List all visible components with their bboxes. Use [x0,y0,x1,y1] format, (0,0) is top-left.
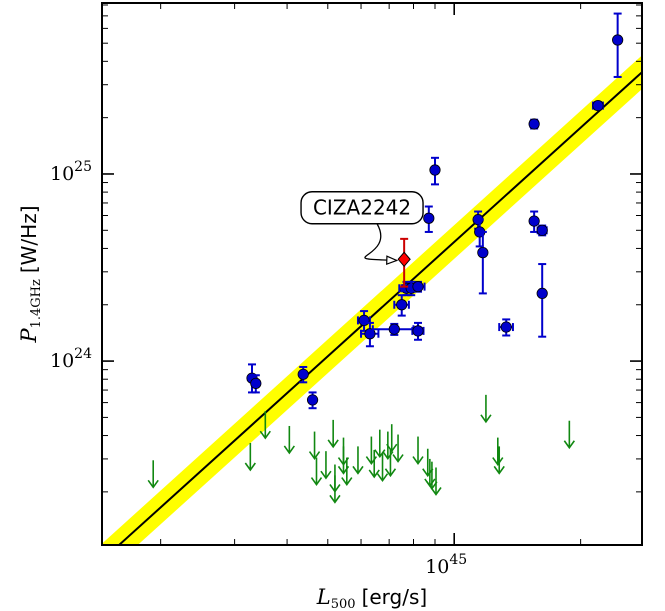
upper-limit-arrow [493,446,505,475]
fit-line [117,71,642,545]
x-axis-label-symbol: L [316,585,331,609]
x-axis-label-unit: [erg/s] [362,585,428,609]
upper-limit-arrow [310,457,323,486]
data-point [498,318,514,337]
data-point [591,99,604,112]
data-point [297,365,309,384]
annotation-ciza2242: CIZA2242 [300,191,424,261]
data-point [528,210,540,233]
x-axis-label: L500 [erg/s] [316,585,427,611]
upper-limit-arrow [320,451,332,480]
data-point [536,224,548,237]
upper-limit-arrow [376,453,389,483]
data-point [306,391,319,410]
upper-limit-arrow [329,475,341,504]
data-point [477,230,489,295]
data-point [536,263,548,338]
upper-limit-arrow [308,431,321,460]
fit-band [102,55,642,545]
plot-frame [101,2,643,546]
y-axis-label-symbol: P [17,328,41,344]
data-point [410,280,426,293]
upper-limit-arrow [341,457,353,486]
upper-limit-arrow [147,460,159,489]
y-tick-label: 1025 [50,159,92,185]
annotation-arrow [364,223,397,261]
upper-limit-arrow [244,442,256,472]
annotation-label: CIZA2242 [313,196,411,220]
upper-limit-arrow [563,420,575,450]
annotation-box [300,191,424,225]
data-point [528,118,540,130]
axis-ticks: 1045 1024 1025 [50,3,642,578]
upper-limit-arrow [480,394,492,424]
upper-limit-arrow [430,467,442,496]
y-axis-label-unit: [W/Hz] [17,205,41,273]
y-axis-label-subscript: 1.4GHz [29,279,44,328]
data-point [429,156,441,186]
annotations: CIZA2242 [300,191,424,261]
data-point [411,321,425,341]
y-tick-label: 1024 [50,346,92,372]
upper-limit-arrow [368,449,380,479]
upper-limit-arrow [392,434,404,463]
upper-limit-arrow [386,424,398,453]
data-point [423,205,435,233]
plot-area [102,12,642,545]
upper-limits [147,394,575,504]
x-tick-label: 1045 [425,552,467,578]
data-point [250,374,262,394]
upper-limit-arrow [283,425,295,455]
x-axis-label-subscript: 500 [331,597,356,611]
upper-limit-arrow [422,448,434,478]
upper-limit-arrow [327,419,339,449]
ciza2242-point [397,237,411,288]
y-axis-label: P1.4GHz [W/Hz] [17,205,44,343]
data-point [612,12,624,78]
upper-limit-arrow [352,446,364,475]
upper-limit-arrow [492,437,504,466]
upper-limit-arrow [412,436,424,465]
upper-limit-arrow [384,448,397,478]
detections [246,12,624,410]
upper-limit-arrow [259,411,271,440]
